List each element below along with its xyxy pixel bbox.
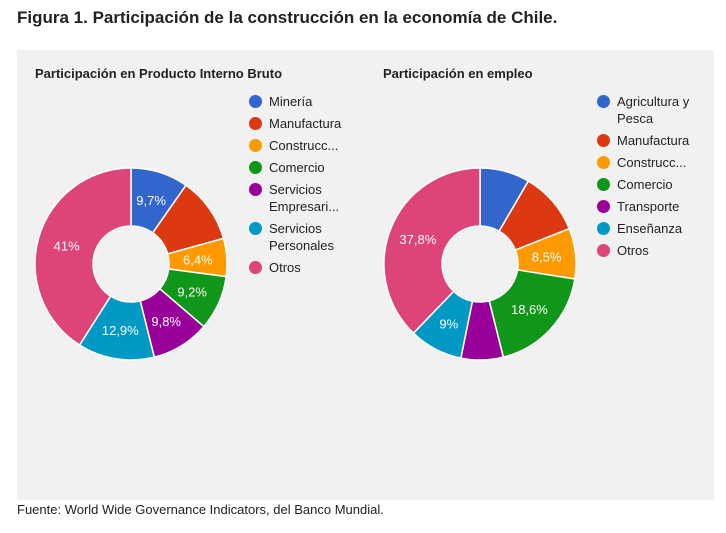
slice-label: 41% <box>54 238 80 253</box>
legend-label: Construcc... <box>617 155 687 170</box>
legend-item[interactable]: Enseñanza <box>597 220 689 237</box>
legend-item[interactable]: Manufactura <box>597 132 689 149</box>
legend-label: Enseñanza <box>617 221 683 236</box>
legend-swatch <box>597 156 610 169</box>
legend-empleo: Agricultura y Pesca Manufactura Construcc..… <box>597 93 689 264</box>
slice-label: 9,7% <box>136 193 166 208</box>
slice-label: 9% <box>439 316 458 331</box>
slice-otros[interactable] <box>34 167 132 347</box>
legend-label: Comercio <box>617 177 673 192</box>
slice-label: 12,9% <box>102 323 139 338</box>
legend-swatch <box>249 139 262 152</box>
legend-pib: Minería Manufactura Construcc... Comercio Se… <box>249 93 341 281</box>
legend-label: Otros <box>617 243 649 258</box>
legend-label: Servicios Empresari... <box>269 182 340 214</box>
legend-label: Minería <box>269 94 313 109</box>
legend-swatch <box>249 261 262 274</box>
legend-label: Agricultura y Pesca <box>617 94 690 126</box>
legend-swatch <box>597 200 610 213</box>
legend-swatch <box>597 178 610 191</box>
slice-label: 18,6% <box>511 302 548 317</box>
slice-label: 9,8% <box>151 314 181 329</box>
legend-item[interactable]: Otros <box>597 242 689 259</box>
legend-label: Manufactura <box>617 133 690 148</box>
legend-item[interactable]: Manufactura <box>249 115 341 132</box>
slice-label: 8,5% <box>532 250 562 265</box>
legend-swatch <box>597 95 610 108</box>
legend-label: Manufactura <box>269 116 342 131</box>
legend-item[interactable]: Comercio <box>597 176 689 193</box>
legend-swatch <box>249 95 262 108</box>
legend-item[interactable]: Construcc... <box>249 137 341 154</box>
slice-otros[interactable] <box>383 167 481 335</box>
legend-label: Comercio <box>269 160 325 175</box>
slice-label: 6,4% <box>183 252 213 267</box>
source-note: Fuente: World Wide Governance Indicators… <box>17 502 384 517</box>
legend-item[interactable]: Agricultura y Pesca <box>597 93 689 127</box>
slice-comercio[interactable] <box>488 269 576 359</box>
legend-swatch <box>249 117 262 130</box>
legend-swatch <box>597 244 610 257</box>
chart-title-pib: Participación en Producto Interno Bruto <box>35 66 283 81</box>
legend-swatch <box>597 222 610 235</box>
chart-title-empleo: Participación en empleo <box>383 66 533 81</box>
chart-panel <box>17 50 714 500</box>
legend-swatch <box>597 134 610 147</box>
figure-title: Figura 1. Participación de la construcci… <box>17 8 558 27</box>
legend-swatch <box>249 183 262 196</box>
legend-item[interactable]: Transporte <box>597 198 689 215</box>
legend-swatch <box>249 222 262 235</box>
legend-swatch <box>249 161 262 174</box>
legend-label: Servicios Personales <box>269 221 335 253</box>
legend-item[interactable]: Construcc... <box>597 154 689 171</box>
legend-label: Otros <box>269 260 301 275</box>
legend-label: Construcc... <box>269 138 339 153</box>
slice-label: 37,8% <box>399 232 436 247</box>
legend-item[interactable]: Servicios Empresari... <box>249 181 341 215</box>
legend-item[interactable]: Comercio <box>249 159 341 176</box>
legend-label: Transporte <box>617 199 680 214</box>
legend-item[interactable]: Minería <box>249 93 341 110</box>
legend-item[interactable]: Otros <box>249 259 341 276</box>
legend-item[interactable]: Servicios Personales <box>249 220 341 254</box>
slice-label: 9,2% <box>177 284 207 299</box>
